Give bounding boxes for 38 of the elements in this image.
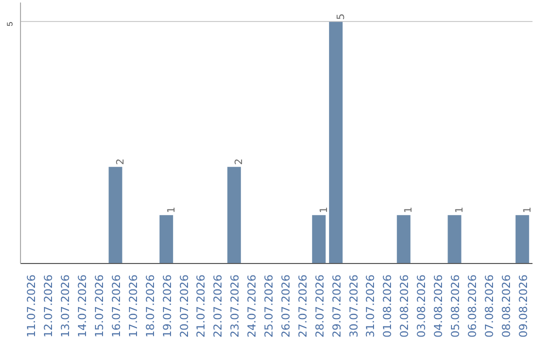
- x-tick-label: 17.07.2026: [126, 274, 140, 338]
- x-tick-label: 21.07.2026: [194, 274, 208, 338]
- x-tick-label: 11.07.2026: [25, 274, 38, 338]
- data-label: 2: [115, 158, 126, 165]
- x-tick-label: 08.08.2026: [500, 274, 513, 338]
- x-tick-label: 25.07.2026: [262, 274, 276, 338]
- x-tick-label: 23.07.2026: [228, 274, 242, 338]
- data-label: 5: [336, 13, 347, 20]
- x-tick-label: 27.07.2026: [296, 274, 310, 338]
- x-tick-label: 26.07.2026: [279, 274, 292, 338]
- data-label: 2: [234, 158, 246, 165]
- x-tick-label: 15.07.2026: [92, 274, 106, 338]
- data-label: 1: [166, 206, 178, 214]
- x-tick-label: 01.08.2026: [381, 274, 394, 338]
- x-tick-label: 29.07.2026: [330, 274, 344, 338]
- x-tick-label: 09.08.2026: [516, 274, 530, 338]
- x-tick-label: 07.08.2026: [482, 274, 496, 338]
- x-tick-label: 03.08.2026: [415, 274, 428, 338]
- x-tick-label: 02.08.2026: [398, 274, 412, 338]
- x-tick-label: 14.07.2026: [76, 274, 90, 338]
- x-tick-label: 16.07.2026: [110, 274, 123, 338]
- data-label: 1: [318, 206, 330, 214]
- x-tick-label: 28.07.2026: [313, 274, 326, 338]
- data-label: 1: [522, 206, 534, 214]
- x-tick-label: 20.07.2026: [178, 274, 191, 338]
- x-tick-label: 30.07.2026: [347, 274, 360, 338]
- x-tick-label: 31.07.2026: [364, 274, 378, 338]
- x-tick-label: 04.08.2026: [432, 274, 446, 338]
- x-tick-label: 19.07.2026: [160, 274, 174, 338]
- x-tick-label: 05.08.2026: [449, 274, 462, 338]
- x-tick-label: 12.07.2026: [42, 274, 56, 338]
- data-label: 1: [454, 206, 466, 214]
- x-tick-label: 18.07.2026: [144, 274, 157, 338]
- x-tick-label: 13.07.2026: [59, 274, 72, 338]
- x-tick-label: 24.07.2026: [246, 274, 259, 338]
- x-tick-label: 06.08.2026: [466, 274, 479, 338]
- x-tick-label: 22.07.2026: [212, 274, 225, 338]
- data-label: 1: [404, 206, 415, 214]
